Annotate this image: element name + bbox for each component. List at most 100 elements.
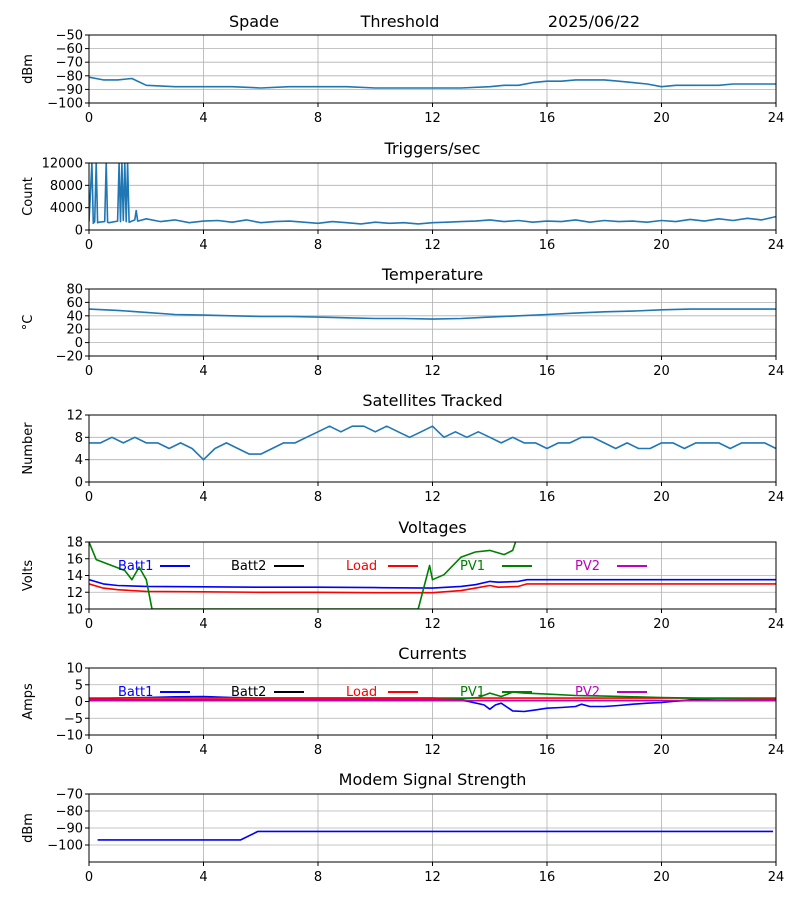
y-tick-label: −90: [56, 83, 83, 98]
y-tick-label: −60: [56, 42, 83, 57]
x-tick-label: 12: [424, 111, 441, 126]
x-tick-label: 4: [199, 364, 207, 379]
x-tick-label: 24: [768, 870, 785, 885]
y-axis-label: dBm: [21, 54, 36, 84]
x-tick-label: 24: [768, 617, 785, 632]
chart-title: Temperature: [381, 265, 483, 284]
x-tick-label: 12: [424, 238, 441, 253]
x-tick-label: 12: [424, 870, 441, 885]
y-tick-label: 5: [75, 678, 83, 693]
y-tick-label: 20: [66, 323, 83, 338]
x-tick-label: 12: [424, 364, 441, 379]
x-tick-label: 8: [314, 238, 322, 253]
x-tick-label: 24: [768, 743, 785, 758]
y-axis-label: Volts: [21, 560, 36, 592]
legend-label-batt1: Batt1: [118, 685, 153, 700]
y-tick-label: 8000: [50, 179, 83, 194]
y-tick-label: 0: [75, 336, 83, 351]
y-tick-label: −80: [56, 69, 83, 84]
y-tick-label: 12: [66, 586, 83, 601]
y-tick-label: −5: [64, 712, 83, 727]
y-tick-label: 12000: [42, 157, 83, 172]
series-line-triggers: [89, 163, 776, 225]
x-tick-label: 0: [85, 364, 93, 379]
y-tick-label: −70: [56, 56, 83, 71]
legend-label-pv2: PV2: [575, 559, 600, 574]
header: Spade Threshold 2025/06/22: [229, 12, 640, 31]
x-tick-label: 12: [424, 617, 441, 632]
y-tick-label: −20: [56, 350, 83, 365]
x-tick-label: 16: [539, 490, 556, 505]
x-tick-label: 20: [653, 490, 670, 505]
legend-label-pv1: PV1: [460, 559, 485, 574]
x-tick-label: 24: [768, 490, 785, 505]
chart-currents: 0 4 8 12 16 20 24 −10 −5 0 510 Currents Amps Batt1 Bat…: [21, 644, 784, 758]
x-tick-label: 20: [653, 238, 670, 253]
y-tick-label: 60: [66, 296, 83, 311]
y-axis-label: Amps: [21, 683, 36, 720]
x-tick-label: 12: [424, 743, 441, 758]
x-tick-label: 24: [768, 364, 785, 379]
y-axis-label: Number: [21, 422, 36, 475]
series-line-batt1: [89, 578, 776, 589]
x-tick-label: 24: [768, 111, 785, 126]
series-line-load: [89, 583, 776, 594]
y-tick-label: −50: [56, 29, 83, 44]
y-tick-label: 80: [66, 283, 83, 298]
x-tick-label: 8: [314, 870, 322, 885]
x-tick-label: 16: [539, 870, 556, 885]
x-tick-label: 4: [199, 490, 207, 505]
header-station: Spade: [229, 12, 279, 31]
y-tick-label: 0: [75, 224, 83, 239]
legend-label-batt2: Batt2: [231, 559, 266, 574]
x-tick-label: 16: [539, 238, 556, 253]
chart-triggers: 0 4 8 12 16 20 24 0 4000 8000 12000 Triggers/sec Cou…: [21, 139, 784, 253]
y-axis-label: Count: [21, 177, 36, 216]
y-tick-label: 4: [75, 453, 83, 468]
series-line-pv1: [89, 691, 776, 701]
y-tick-label: −80: [56, 805, 83, 820]
y-tick-label: −100: [47, 839, 83, 854]
x-tick-label: 20: [653, 617, 670, 632]
chart-title: Triggers/sec: [384, 139, 481, 158]
y-tick-label: 0: [75, 695, 83, 710]
x-tick-label: 0: [85, 870, 93, 885]
x-tick-label: 20: [653, 743, 670, 758]
y-tick-label: −100: [47, 97, 83, 112]
x-tick-label: 16: [539, 364, 556, 379]
legend-label-pv1: PV1: [460, 685, 485, 700]
chart-title: Currents: [398, 644, 466, 663]
y-tick-label: −70: [56, 788, 83, 803]
legend-label-load: Load: [346, 559, 377, 574]
x-tick-label: 0: [85, 617, 93, 632]
x-tick-label: 24: [768, 238, 785, 253]
x-tick-label: 20: [653, 111, 670, 126]
x-tick-label: 20: [653, 364, 670, 379]
x-tick-label: 4: [199, 617, 207, 632]
y-tick-label: −10: [56, 729, 83, 744]
y-tick-label: 12: [66, 409, 83, 424]
legend-label-pv2: PV2: [575, 685, 600, 700]
y-tick-label: 16: [66, 552, 83, 567]
x-tick-label: 4: [199, 238, 207, 253]
x-tick-label: 8: [314, 111, 322, 126]
x-tick-label: 8: [314, 617, 322, 632]
x-tick-label: 0: [85, 743, 93, 758]
series-line-temperature: [89, 308, 776, 320]
series-line-modem: [97, 830, 774, 841]
chart-title: Voltages: [398, 518, 466, 537]
header-date: 2025/06/22: [548, 12, 640, 31]
chart-modem: 0 4 8 12 16 20 24 −100 −90 −80 −70 Modem Signal Str…: [21, 770, 784, 885]
x-tick-label: 0: [85, 111, 93, 126]
chart-satellites: 0 4 8 12 16 20 24 0 4 8 12 Satellites Tracked Number: [21, 391, 784, 505]
x-tick-label: 0: [85, 238, 93, 253]
series-line-signal: [89, 76, 776, 89]
x-tick-label: 4: [199, 111, 207, 126]
y-tick-label: −90: [56, 822, 83, 837]
x-tick-label: 4: [199, 743, 207, 758]
x-tick-label: 8: [314, 743, 322, 758]
series-line-pv1: [89, 542, 517, 609]
